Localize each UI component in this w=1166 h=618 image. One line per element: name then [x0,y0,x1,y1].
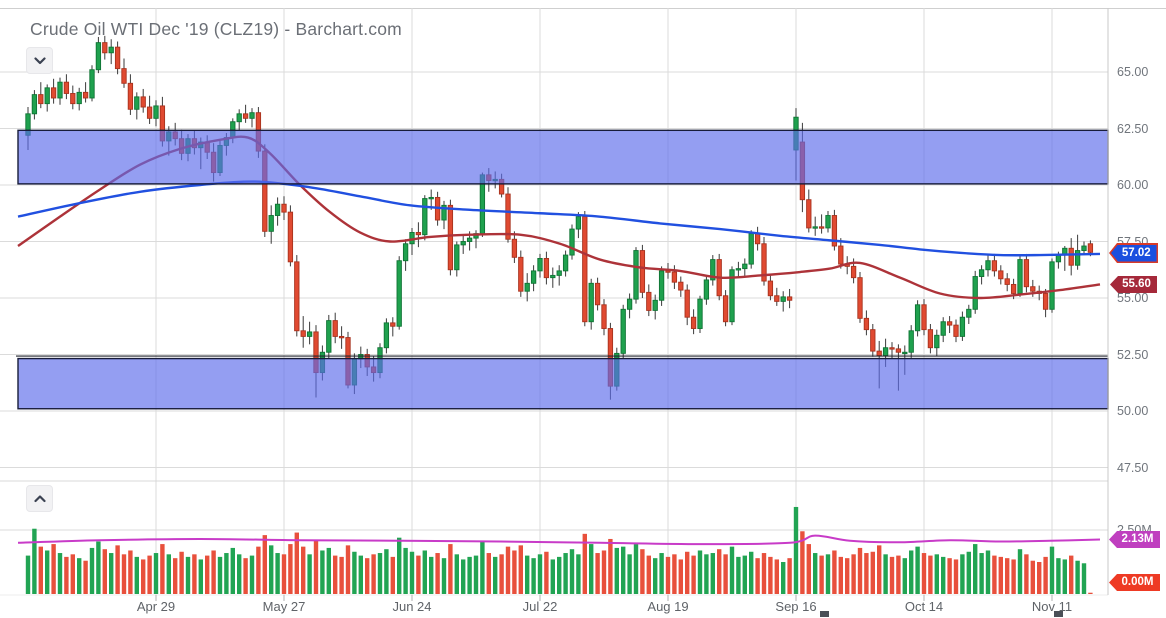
chevron-up-icon [33,494,46,502]
chevron-down-icon [33,56,46,64]
x-axis-label: May 27 [262,599,306,614]
top-border-line [0,8,1166,9]
x-axis-label: Oct 14 [904,599,944,614]
axis-lines [155,8,1109,601]
y-axis-label: 62.50 [1117,121,1149,136]
volume-ma-line [17,534,1101,546]
last-price-badge: 57.02 [1109,243,1158,263]
scrollbar-left-handle[interactable] [820,611,829,617]
x-axis-label: Apr 29 [136,599,176,614]
x-axis-label: Nov 11 [1031,599,1073,614]
volume-last-badge: 0.00M [1109,574,1160,591]
y-axis-label: 65.00 [1117,65,1149,79]
volume-bars [25,506,1093,594]
band [17,357,1109,410]
volume-ma-badge: 2.13M [1109,531,1160,548]
volume-ma [17,534,1101,546]
scrollbar-right-handle[interactable] [1054,611,1063,617]
collapse-volume-panel-button[interactable] [26,485,53,512]
band [17,129,1109,185]
y-axis-label: 60.00 [1117,178,1149,192]
x-axis-label: Aug 19 [647,599,689,614]
x-axis-label: Jul 22 [522,599,558,614]
candlesticks [25,35,1094,400]
price-bands [16,129,1109,410]
y-axis-label: 55.00 [1117,291,1149,305]
y-axis-label: 52.50 [1117,347,1149,362]
x-axis-label: Sep 16 [775,599,817,614]
collapse-price-panel-button[interactable] [26,47,53,74]
x-axis-label: Jun 24 [392,599,432,614]
y-axis-label: 47.50 [1117,460,1149,475]
chart-title: Crude Oil WTI Dec '19 (CLZ19) - Barchart… [30,19,402,39]
red-ma-badge: 55.60 [1110,276,1157,293]
gridlines [0,8,1108,596]
y-axis-label: 50.00 [1117,404,1149,418]
